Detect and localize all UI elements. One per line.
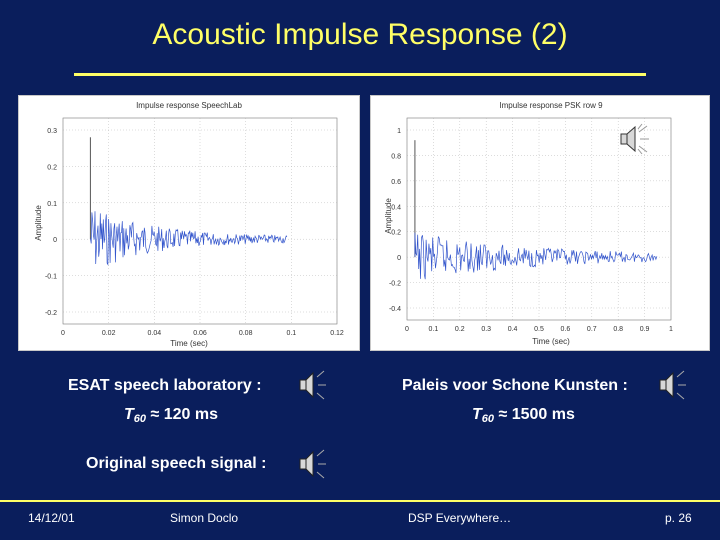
x-tick-label: 0.12: [330, 330, 344, 337]
y-tick-label: -0.2: [45, 310, 57, 317]
t60-paleis: T60 ≈ 1500 ms: [472, 406, 575, 425]
y-tick-label: 0.2: [47, 164, 57, 171]
plot-title: Impulse response PSK row 9: [499, 101, 603, 110]
plot-title: Impulse response SpeechLab: [136, 101, 242, 110]
x-tick-label: 1: [669, 326, 673, 333]
y-tick-label: 0: [53, 237, 57, 244]
y-tick-label: 0.2: [391, 230, 401, 237]
x-tick-label: 0.6: [561, 326, 571, 333]
y-tick-label: 0.3: [47, 128, 57, 135]
x-tick-label: 0.06: [193, 330, 207, 337]
x-tick-label: 0.4: [508, 326, 518, 333]
footer-divider: [0, 500, 720, 502]
y-tick-label: -0.4: [389, 306, 401, 313]
paleis-label: Paleis voor Schone Kunsten :: [402, 377, 628, 394]
x-tick-label: 0.8: [613, 326, 623, 333]
title-divider: [74, 73, 646, 76]
plot-esat: Impulse response SpeechLab Time (sec) Am…: [18, 95, 360, 351]
x-tick-label: 0.1: [286, 330, 296, 337]
x-tick-label: 0.3: [481, 326, 491, 333]
speaker-icon[interactable]: [298, 370, 326, 405]
speaker-icon[interactable]: [658, 370, 686, 405]
x-tick-label: 0.9: [640, 326, 650, 333]
slide-title: Acoustic Impulse Response (2): [152, 18, 568, 51]
speaker-icon[interactable]: [298, 449, 326, 484]
x-tick-label: 0.7: [587, 326, 597, 333]
y-tick-label: 0: [397, 255, 401, 262]
plot-paleis: Impulse response PSK row 9 Time (sec) Am…: [370, 95, 710, 351]
esat-label: ESAT speech laboratory :: [68, 377, 262, 394]
y-tick-label: 1: [397, 128, 401, 135]
x-tick-label: 0: [61, 330, 65, 337]
y-tick-label: -0.1: [45, 274, 57, 281]
y-axis-label: Amplitude: [384, 198, 393, 234]
footer-author: Simon Doclo: [170, 511, 239, 525]
x-tick-label: 0: [405, 326, 409, 333]
x-tick-label: 0.08: [239, 330, 253, 337]
t60-esat: T60 ≈ 120 ms: [124, 406, 218, 425]
original-signal-label: Original speech signal :: [86, 455, 267, 472]
y-tick-label: 0.1: [47, 201, 57, 208]
footer-page: p. 26: [665, 511, 692, 525]
x-axis-label: Time (sec): [532, 337, 570, 346]
x-tick-label: 0.5: [534, 326, 544, 333]
footer-date: 14/12/01: [28, 511, 75, 525]
x-tick-label: 0.04: [148, 330, 162, 337]
y-tick-label: 0.4: [391, 204, 401, 211]
y-tick-label: 0.6: [391, 179, 401, 186]
footer-course: DSP Everywhere…: [408, 511, 512, 525]
x-tick-label: 0.1: [429, 326, 439, 333]
y-tick-label: 0.8: [391, 153, 401, 160]
y-axis-label: Amplitude: [34, 205, 43, 241]
x-axis-label: Time (sec): [170, 339, 208, 348]
impulse-response-plot-esat: Impulse response SpeechLab Time (sec) Am…: [34, 101, 344, 348]
x-tick-label: 0.02: [102, 330, 116, 337]
speaker-icon[interactable]: [620, 123, 649, 155]
y-tick-label: -0.2: [389, 281, 401, 288]
x-tick-label: 0.2: [455, 326, 465, 333]
impulse-response-plot-paleis: Impulse response PSK row 9 Time (sec) Am…: [384, 101, 673, 346]
